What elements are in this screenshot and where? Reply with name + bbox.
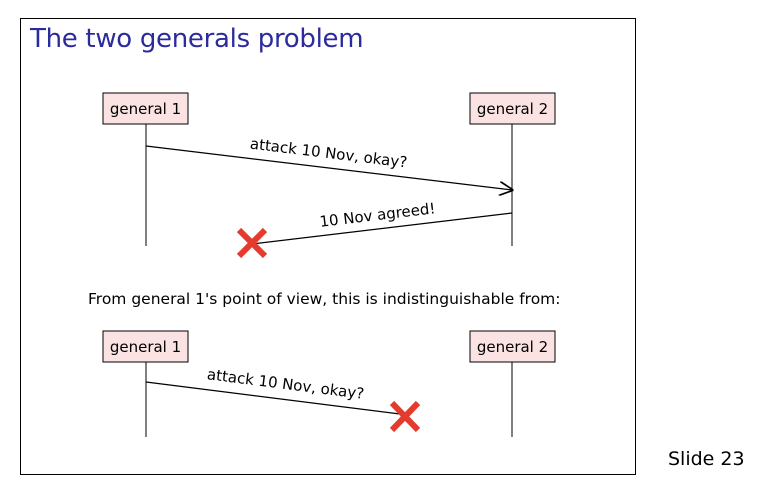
general2-box-bottom: general 2 [469, 330, 556, 363]
top-diagram: general 1 general 2 attack 10 Nov, okay?… [102, 92, 556, 259]
message-line-agreed [251, 212, 513, 245]
general1-box-top: general 1 [102, 92, 189, 125]
slide-number: Slide 23 [668, 448, 745, 470]
x-mark-icon [389, 400, 421, 433]
general2-label-bottom: general 2 [477, 338, 548, 356]
message-label-attack-lost: attack 10 Nov, okay? [206, 365, 365, 403]
bottom-diagram: general 1 general 2 attack 10 Nov, okay? [102, 330, 556, 437]
slide-caption: From general 1's point of view, this is … [88, 290, 561, 308]
general1-label-top: general 1 [110, 100, 181, 118]
general1-box-bottom: general 1 [102, 330, 189, 363]
slide-title: The two generals problem [30, 24, 364, 54]
message-label-attack: attack 10 Nov, okay? [249, 135, 408, 172]
message-arrow-attack [145, 145, 512, 190]
x-mark-icon [236, 227, 268, 259]
general1-label-bottom: general 1 [110, 338, 181, 356]
message-line-attack-lost [145, 381, 401, 415]
message-label-agreed: 10 Nov agreed! [319, 199, 437, 231]
general2-label-top: general 2 [477, 100, 548, 118]
general2-box-top: general 2 [469, 92, 556, 125]
